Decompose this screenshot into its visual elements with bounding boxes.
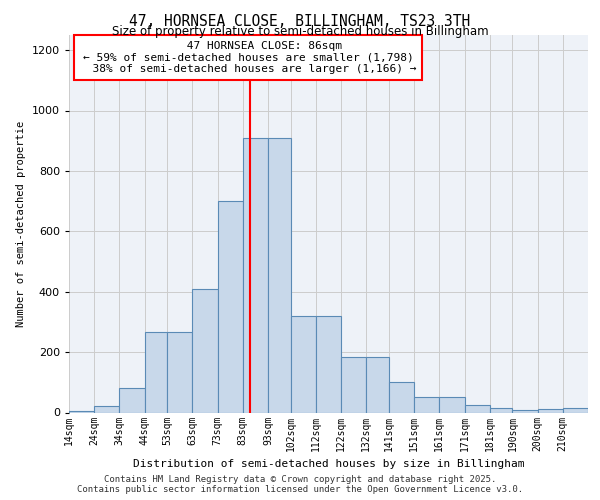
Y-axis label: Number of semi-detached propertie: Number of semi-detached propertie	[16, 120, 26, 327]
Bar	[490, 408, 512, 412]
Text: Size of property relative to semi-detached houses in Billingham: Size of property relative to semi-detach…	[112, 25, 488, 38]
Bar	[94, 406, 119, 412]
Bar	[69, 411, 94, 412]
Bar	[193, 288, 218, 412]
X-axis label: Distribution of semi-detached houses by size in Billingham: Distribution of semi-detached houses by …	[133, 459, 524, 469]
Bar	[167, 332, 193, 412]
Bar	[512, 410, 538, 412]
Bar	[414, 398, 439, 412]
Text: 47 HORNSEA CLOSE: 86sqm
← 59% of semi-detached houses are smaller (1,798)
  38% : 47 HORNSEA CLOSE: 86sqm ← 59% of semi-de…	[79, 41, 416, 74]
Bar	[389, 382, 414, 412]
Bar	[119, 388, 145, 412]
Bar	[316, 316, 341, 412]
Bar	[464, 405, 490, 412]
Text: 47, HORNSEA CLOSE, BILLINGHAM, TS23 3TH: 47, HORNSEA CLOSE, BILLINGHAM, TS23 3TH	[130, 14, 470, 29]
Bar	[366, 356, 389, 412]
Bar	[341, 356, 366, 412]
Bar	[268, 138, 291, 412]
Bar	[538, 410, 563, 412]
Bar	[145, 332, 167, 412]
Bar	[243, 138, 268, 412]
Bar	[439, 398, 464, 412]
Bar	[563, 408, 588, 412]
Text: Contains HM Land Registry data © Crown copyright and database right 2025.
Contai: Contains HM Land Registry data © Crown c…	[77, 474, 523, 494]
Bar	[291, 316, 316, 412]
Bar	[218, 201, 243, 412]
